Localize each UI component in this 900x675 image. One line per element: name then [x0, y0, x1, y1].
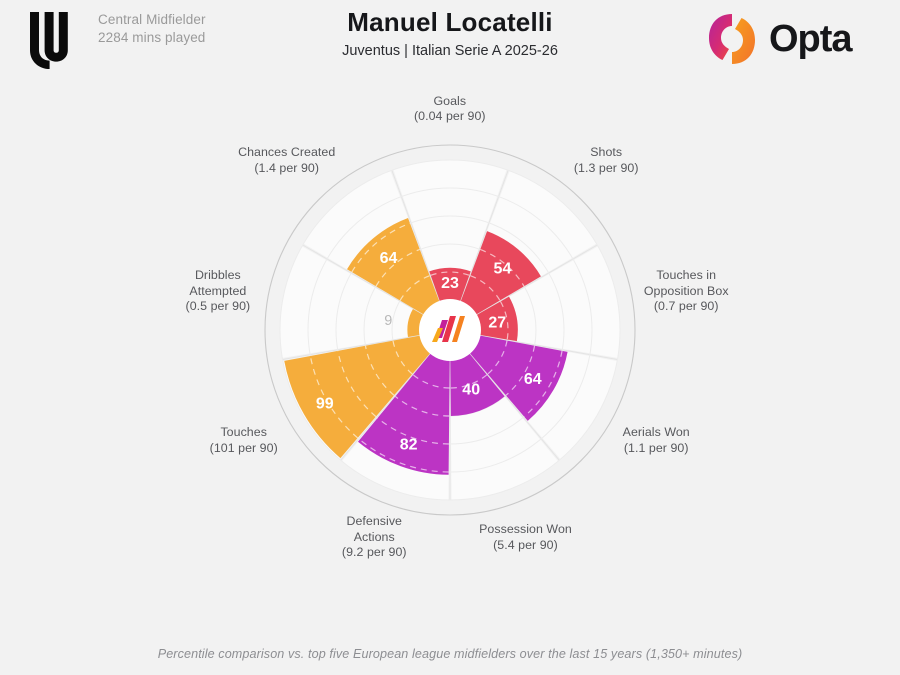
axis-label-text: Goals	[433, 93, 467, 108]
axis-label-touches: Touches (101 per 90)	[210, 425, 278, 456]
slice-value: 54	[494, 260, 512, 277]
page-title: Manuel Locatelli	[347, 7, 553, 37]
axis-label-per90: (1.1 per 90)	[623, 440, 689, 455]
axis-label-text: Defensive	[346, 514, 403, 529]
slice-value: 82	[400, 437, 418, 454]
header: Central Midfielder 2284 mins played Manu…	[0, 0, 900, 82]
axis-label-per90: (5.4 per 90)	[493, 537, 558, 552]
axis-label-text: Actions	[353, 529, 395, 544]
pizza-slice-attacking	[476, 296, 518, 342]
axis-label-touches-in-opposition-box: Touches in Opposition Box (0.7 per 90)	[644, 268, 729, 315]
axis-label-per90: (1.4 per 90)	[254, 160, 320, 175]
club-meta: Central Midfielder 2284 mins played	[98, 11, 206, 47]
opta-circle-icon	[704, 11, 760, 67]
minutes-played: 2284 mins played	[98, 30, 206, 45]
axis-label-per90: (0.5 per 90)	[185, 299, 251, 314]
player-position: Central Midfielder	[98, 12, 206, 27]
axis-label-text: Chances Created	[238, 145, 336, 160]
opta-wordmark: Opta	[769, 18, 853, 60]
percentile-pizza-chart: 23 54 27 64 40 82 99 9 64 Goals (0.04 per 90) Shot…	[0, 78, 900, 630]
pizza-slice-defending	[469, 335, 568, 421]
pizza-slice-attacking	[429, 267, 471, 302]
slice-value: 27	[488, 315, 506, 332]
slice-value: 9	[384, 313, 392, 329]
pizza-slice-attacking	[460, 231, 541, 315]
axis-label-text: Touches	[220, 425, 267, 439]
chart-footnote: Percentile comparison vs. top five Europ…	[157, 647, 743, 661]
pizza-slice-defending	[357, 353, 450, 475]
axis-label-per90: (101 per 90)	[209, 440, 278, 455]
axis-label-text: Shots	[590, 145, 623, 160]
axis-label-text: Aerials Won	[622, 425, 690, 439]
axis-label-text: Touches in	[656, 268, 717, 283]
axis-label-text: Dribbles	[194, 268, 241, 283]
axis-label-dribbles-attempted: Dribbles Attempted (0.5 per 90)	[186, 268, 251, 315]
axis-label-defensive-actions: Defensive Actions (9.2 per 90)	[342, 514, 407, 561]
axis-label-per90: (0.7 per 90)	[653, 299, 719, 314]
axis-label-per90: (1.3 per 90)	[573, 160, 639, 175]
axis-label-text: Possession Won	[479, 522, 572, 537]
slice-value: 64	[380, 250, 398, 267]
axis-label-per90: (9.2 per 90)	[341, 545, 407, 560]
opta-stripes-icon	[418, 298, 482, 362]
axis-label-aerials-won: Aerials Won (1.1 per 90)	[623, 425, 690, 456]
slice-value: 40	[462, 381, 480, 398]
axis-label-text: Opposition Box	[643, 283, 729, 298]
pizza-slice-possession	[347, 218, 440, 315]
slice-value: 23	[441, 275, 459, 292]
slice-value: 64	[524, 371, 542, 388]
axis-label-chances-created: Chances Created (1.4 per 90)	[238, 145, 335, 176]
pizza-slice-defending	[450, 353, 505, 416]
axis-label-text: Attempted	[189, 283, 247, 298]
axis-label-shots: Shots (1.3 per 90)	[574, 145, 639, 176]
team-league-subtitle: Juventus | Italian Serie A 2025-26	[342, 43, 558, 59]
juventus-j-badge-icon	[18, 6, 84, 72]
axis-label-per90: (0.04 per 90)	[414, 109, 486, 123]
axis-label-possession-won: Possession Won (5.4 per 90)	[479, 522, 572, 553]
opta-logo: Opta	[704, 10, 884, 68]
slice-value: 99	[316, 395, 334, 412]
axis-label-goals: Goals (0.04 per 90)	[414, 94, 486, 125]
pizza-slice-possession	[284, 335, 431, 459]
title-block: Manuel Locatelli Juventus | Italian Seri…	[0, 6, 900, 61]
